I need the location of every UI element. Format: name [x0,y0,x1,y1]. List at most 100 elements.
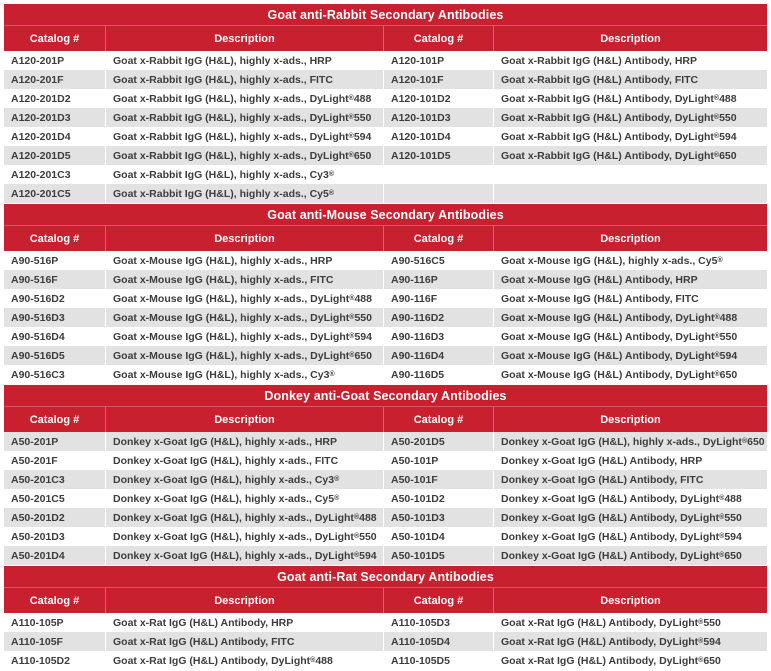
section-title-bar: Goat anti-Rabbit Secondary Antibodies [4,4,767,26]
column-header-row: Catalog # Description Catalog # Descript… [4,226,767,251]
catalog-number-cell: A120-201D5 [11,149,71,162]
column-header-catalog-left: Catalog # [29,413,80,426]
catalog-number-cell: A90-516F [11,273,58,286]
catalog-number-cell: A120-201D2 [11,92,71,105]
description-cell: Donkey x-Goat IgG (H&L) Antibody, FITC [493,470,767,489]
column-header-catalog-right: Catalog # [383,226,493,251]
section-rows: A50-201P Donkey x-Goat IgG (H&L), highly… [4,432,767,565]
catalog-number-cell: A120-201P [11,54,65,67]
description-cell: Goat x-Rat IgG (H&L) Antibody, FITC [105,632,383,651]
table-row: A90-516D5 Goat x-Mouse IgG (H&L), highly… [4,346,767,365]
catalog-number-cell [383,165,493,184]
catalog-number-cell: A50-101D5 [383,546,493,565]
description-cell: Goat x-Mouse IgG (H&L), highly x-ads., C… [493,251,767,270]
catalog-number-cell: A50-201D3 [11,530,65,543]
column-header-catalog-left: Catalog # [29,232,80,245]
catalog-number-cell: A90-516D4 [11,330,65,343]
description-cell: Goat x-Mouse IgG (H&L), highly x-ads., C… [105,365,383,384]
section-title-bar: Donkey anti-Goat Secondary Antibodies [4,385,767,407]
table-row: A90-516D2 Goat x-Mouse IgG (H&L), highly… [4,289,767,308]
table-row: A120-201P Goat x-Rabbit IgG (H&L), highl… [4,51,767,70]
catalog-number-cell: A90-516P [11,254,59,267]
column-header-row: Catalog # Description Catalog # Descript… [4,407,767,432]
catalog-number-cell: A50-101P [383,451,493,470]
column-header-catalog-left: Catalog # [29,32,80,45]
description-cell: Goat x-Rat IgG (H&L) Antibody, DyLight ® … [493,632,767,651]
table-row: A50-201C5 Donkey x-Goat IgG (H&L), highl… [4,489,767,508]
description-cell: Goat x-Rabbit IgG (H&L), highly x-ads., … [105,108,383,127]
description-cell [493,165,767,184]
catalog-number-cell: A90-516C5 [383,251,493,270]
description-cell: Goat x-Mouse IgG (H&L), highly x-ads., H… [105,251,383,270]
column-header-description-left: Description [105,588,383,613]
description-cell: Donkey x-Goat IgG (H&L), highly x-ads., … [105,508,383,527]
catalog-number-cell: A50-201D2 [11,511,65,524]
description-cell: Goat x-Rat IgG (H&L) Antibody, DyLight ® … [105,651,383,670]
description-cell: Goat x-Mouse IgG (H&L) Antibody, DyLight… [493,308,767,327]
description-cell: Donkey x-Goat IgG (H&L), highly x-ads., … [493,432,767,451]
catalog-number-cell: A120-101P [383,51,493,70]
description-cell: Donkey x-Goat IgG (H&L), highly x-ads., … [105,489,383,508]
section-title: Goat anti-Rat Secondary Antibodies [277,569,494,584]
description-cell: Donkey x-Goat IgG (H&L), highly x-ads., … [105,451,383,470]
catalog-number-cell: A50-101D4 [383,527,493,546]
description-cell: Goat x-Rabbit IgG (H&L) Antibody, FITC [493,70,767,89]
catalog-number-cell: A110-105P [11,616,64,629]
antibody-catalog-table: Goat anti-Rabbit Secondary Antibodies Ca… [4,4,767,671]
description-cell [493,184,767,203]
catalog-number-cell: A120-101D5 [383,146,493,165]
table-section: Donkey anti-Goat Secondary Antibodies Ca… [4,385,767,565]
table-row: A120-201D2 Goat x-Rabbit IgG (H&L), high… [4,89,767,108]
catalog-number-cell: A120-201C5 [11,187,71,200]
catalog-number-cell: A90-116D4 [383,346,493,365]
column-header-description-right: Description [493,588,767,613]
description-cell: Goat x-Mouse IgG (H&L), highly x-ads., D… [105,346,383,365]
catalog-number-cell: A50-201D5 [383,432,493,451]
description-cell: Goat x-Mouse IgG (H&L), highly x-ads., D… [105,289,383,308]
description-cell: Donkey x-Goat IgG (H&L) Antibody, DyLigh… [493,527,767,546]
catalog-number-cell: A110-105D3 [383,613,493,632]
column-header-row: Catalog # Description Catalog # Descript… [4,26,767,51]
table-row: A90-516C3 Goat x-Mouse IgG (H&L), highly… [4,365,767,384]
section-title: Goat anti-Mouse Secondary Antibodies [267,207,504,222]
description-cell: Goat x-Rabbit IgG (H&L) Antibody, DyLigh… [493,108,767,127]
catalog-number-cell: A50-201D4 [11,549,65,562]
description-cell: Donkey x-Goat IgG (H&L) Antibody, DyLigh… [493,489,767,508]
table-row: A90-516D4 Goat x-Mouse IgG (H&L), highly… [4,327,767,346]
catalog-number-cell: A50-201C5 [11,492,65,505]
column-header-catalog-right: Catalog # [383,588,493,613]
column-header-catalog-right: Catalog # [383,407,493,432]
table-row: A110-105P Goat x-Rat IgG (H&L) Antibody,… [4,613,767,632]
catalog-number-cell: A90-516D2 [11,292,65,305]
catalog-number-cell: A50-201P [11,435,59,448]
table-row: A120-201D3 Goat x-Rabbit IgG (H&L), high… [4,108,767,127]
catalog-number-cell: A110-105D2 [11,654,70,667]
table-row: A50-201P Donkey x-Goat IgG (H&L), highly… [4,432,767,451]
column-header-description-right: Description [493,226,767,251]
table-row: A90-516D3 Goat x-Mouse IgG (H&L), highly… [4,308,767,327]
column-header-description-right: Description [493,407,767,432]
catalog-number-cell: A90-516D3 [11,311,65,324]
description-cell: Goat x-Rabbit IgG (H&L), highly x-ads., … [105,89,383,108]
column-header-description-left: Description [105,26,383,51]
description-cell: Donkey x-Goat IgG (H&L), highly x-ads., … [105,527,383,546]
description-cell: Goat x-Rabbit IgG (H&L) Antibody, DyLigh… [493,89,767,108]
catalog-number-cell: A90-116F [383,289,493,308]
section-title-bar: Goat anti-Mouse Secondary Antibodies [4,204,767,226]
table-row: A120-201D5 Goat x-Rabbit IgG (H&L), high… [4,146,767,165]
description-cell: Goat x-Mouse IgG (H&L) Antibody, FITC [493,289,767,308]
catalog-number-cell: A50-201C3 [11,473,65,486]
section-rows: A120-201P Goat x-Rabbit IgG (H&L), highl… [4,51,767,203]
description-cell: Goat x-Mouse IgG (H&L), highly x-ads., D… [105,308,383,327]
catalog-number-cell: A120-201C3 [11,168,71,181]
description-cell: Goat x-Rat IgG (H&L) Antibody, HRP [105,613,383,632]
table-row: A120-201C5 Goat x-Rabbit IgG (H&L), high… [4,184,767,203]
column-header-row: Catalog # Description Catalog # Descript… [4,588,767,613]
description-cell: Donkey x-Goat IgG (H&L), highly x-ads., … [105,470,383,489]
section-rows: A110-105P Goat x-Rat IgG (H&L) Antibody,… [4,613,767,670]
catalog-number-cell: A50-101D3 [383,508,493,527]
table-row: A50-201C3 Donkey x-Goat IgG (H&L), highl… [4,470,767,489]
section-rows: A90-516P Goat x-Mouse IgG (H&L), highly … [4,251,767,384]
column-header-catalog-right: Catalog # [383,26,493,51]
description-cell: Goat x-Mouse IgG (H&L) Antibody, DyLight… [493,327,767,346]
